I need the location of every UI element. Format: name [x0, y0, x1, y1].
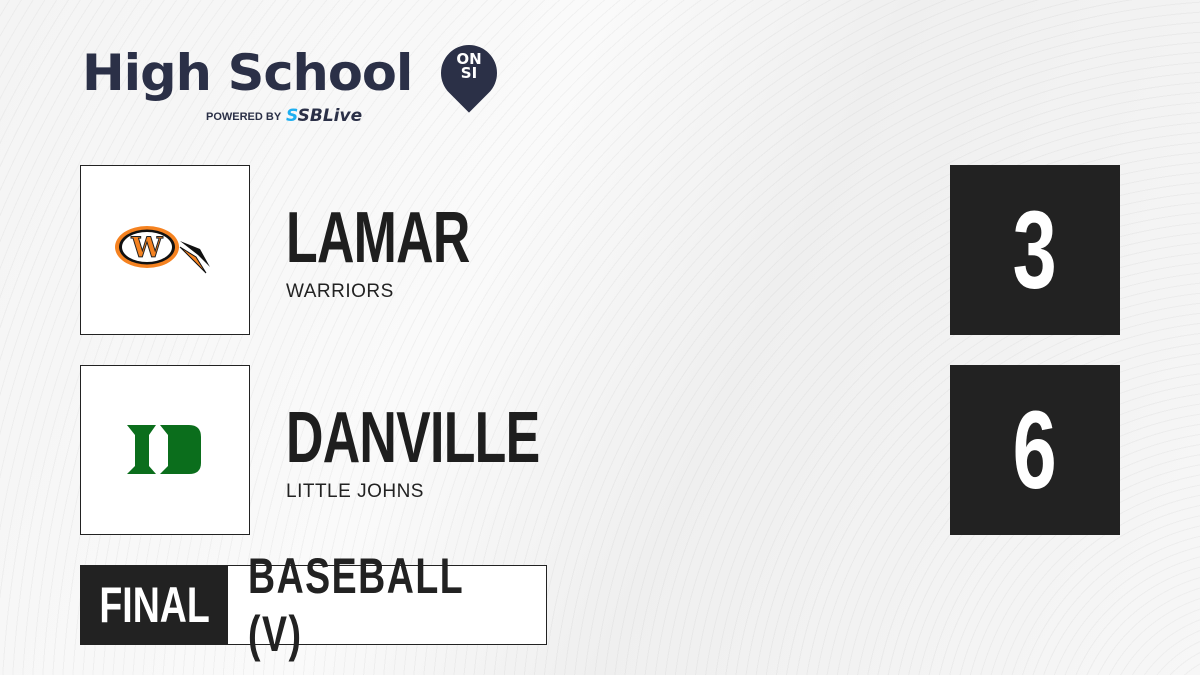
powered-by: POWERED BY: [206, 111, 282, 123]
svg-text:W: W: [130, 231, 163, 264]
team-mascot: LITTLE JOHNS: [286, 481, 424, 502]
team-name: DANVILLE: [286, 398, 540, 478]
badge-bottom: SI: [460, 64, 478, 82]
brand-title: High School: [82, 44, 413, 102]
status-text: FINAL: [99, 577, 210, 633]
team-logo-lamar: W: [80, 165, 250, 335]
danville-d-logo-icon: [127, 424, 201, 474]
sport-text: BASEBALL (V): [248, 548, 464, 662]
score-value: 3: [1012, 188, 1058, 312]
warriors-logo-icon: W: [115, 226, 210, 274]
team-score: 6: [950, 365, 1120, 535]
team-name: LAMAR: [286, 198, 470, 278]
badge-top: ON: [456, 50, 482, 68]
sport-label: BASEBALL (V): [228, 548, 546, 662]
game-status-bar: FINAL BASEBALL (V): [80, 548, 547, 662]
sblive-mark: S: [286, 106, 298, 126]
brand-logo: High School: [82, 44, 413, 102]
score-value: 6: [1012, 388, 1058, 512]
final-badge: FINAL: [81, 566, 228, 644]
sblive-text: SBLive: [297, 106, 363, 126]
on-si-badge: ON SI: [444, 50, 494, 82]
team-logo-danville: [80, 365, 250, 535]
team-score: 3: [950, 165, 1120, 335]
sblive-logo: SSBLive: [286, 106, 362, 126]
team-mascot: WARRIORS: [286, 281, 394, 302]
